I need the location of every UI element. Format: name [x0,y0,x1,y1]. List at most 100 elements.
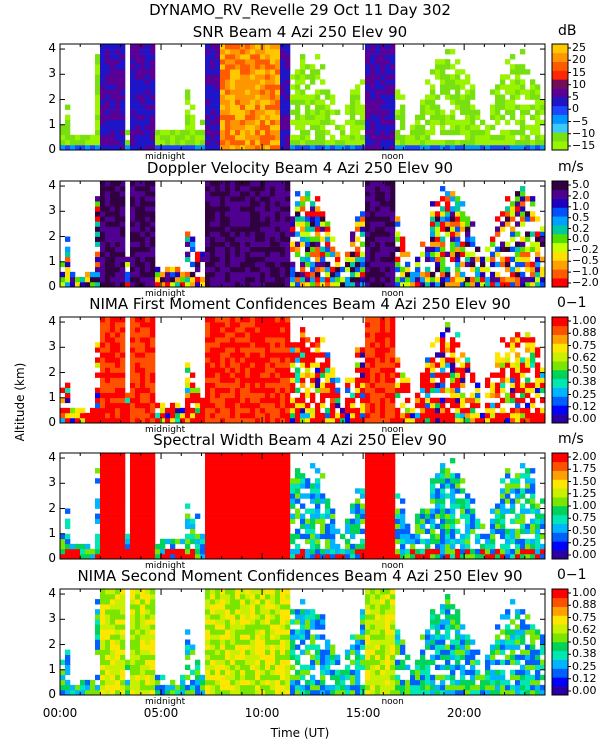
data-cell [390,54,396,60]
data-cell [150,181,156,187]
data-cell [500,357,506,363]
data-cell [375,59,381,65]
data-cell [455,79,461,85]
data-cell [365,478,371,484]
data-cell [270,412,276,419]
data-cell [310,538,316,545]
data-cell [300,548,306,555]
data-cell [125,281,131,288]
data-cell [395,357,401,363]
data-cell [365,201,371,207]
data-cell [275,49,281,55]
data-cell [260,518,266,524]
data-cell [140,397,146,404]
data-cell [260,483,266,489]
data-cell [160,407,166,414]
data-cell [300,473,306,479]
data-cell [275,216,281,222]
data-cell [230,397,236,404]
data-cell [460,367,466,373]
data-cell [205,397,211,404]
data-cell [260,538,266,545]
data-cell [250,392,256,399]
data-cell [535,114,541,121]
data-cell [525,251,531,258]
data-cell [375,104,381,110]
data-cell [270,129,276,136]
data-cell [535,281,541,288]
data-cell [280,367,286,373]
data-cell [110,402,116,409]
data-cell [515,357,521,363]
data-cell [385,342,391,348]
data-cell [65,538,71,545]
data-cell [315,362,321,368]
data-cell [235,94,241,100]
data-cell [150,412,156,419]
data-cell [270,236,276,242]
data-cell [450,276,456,283]
data-cell [120,367,126,373]
data-cell [320,251,326,258]
data-cell [220,89,226,95]
data-cell [365,186,371,192]
data-cell [245,528,251,535]
data-cell [135,186,141,192]
data-cell [190,397,196,404]
data-cell [140,458,146,464]
data-cell [115,84,121,90]
data-cell [110,201,116,207]
data-cell [295,276,301,283]
data-cell [130,367,136,373]
data-cell [290,382,296,388]
data-cell [470,104,476,110]
data-cell [205,206,211,212]
data-cell [290,119,296,126]
data-cell [305,508,311,514]
data-cell [220,44,226,50]
data-cell [385,59,391,65]
data-cell [85,139,91,146]
data-cell [75,407,81,414]
data-cell [375,201,381,207]
data-cell [140,473,146,479]
data-cell [250,206,256,212]
data-cell [130,251,136,258]
data-cell [320,387,326,394]
data-cell [250,412,256,419]
data-cell [320,129,326,136]
data-cell [120,382,126,388]
data-cell [320,402,326,409]
data-cell [515,281,521,288]
data-cell [225,362,231,368]
data-cell [370,231,376,237]
data-cell [60,397,66,404]
data-cell [110,69,116,75]
data-cell [65,397,71,404]
data-cell [105,261,111,268]
data-cell [405,251,411,258]
data-cell [150,548,156,555]
data-cell [125,543,131,550]
data-cell [220,206,226,212]
data-cell [185,553,191,560]
data-cell [330,412,336,419]
data-cell [300,377,306,383]
data-cell [230,134,236,141]
data-cell [235,473,241,479]
data-cell [145,276,151,283]
data-cell [280,216,286,222]
data-cell [65,261,71,268]
data-cell [220,528,226,535]
data-cell [250,191,256,197]
data-cell [265,483,271,489]
data-cell [150,553,156,560]
data-cell [110,109,116,115]
data-cell [270,64,276,70]
data-cell [370,181,376,187]
data-cell [240,367,246,373]
data-cell [450,387,456,394]
data-cell [145,109,151,115]
data-cell [440,79,446,85]
data-cell [205,221,211,227]
